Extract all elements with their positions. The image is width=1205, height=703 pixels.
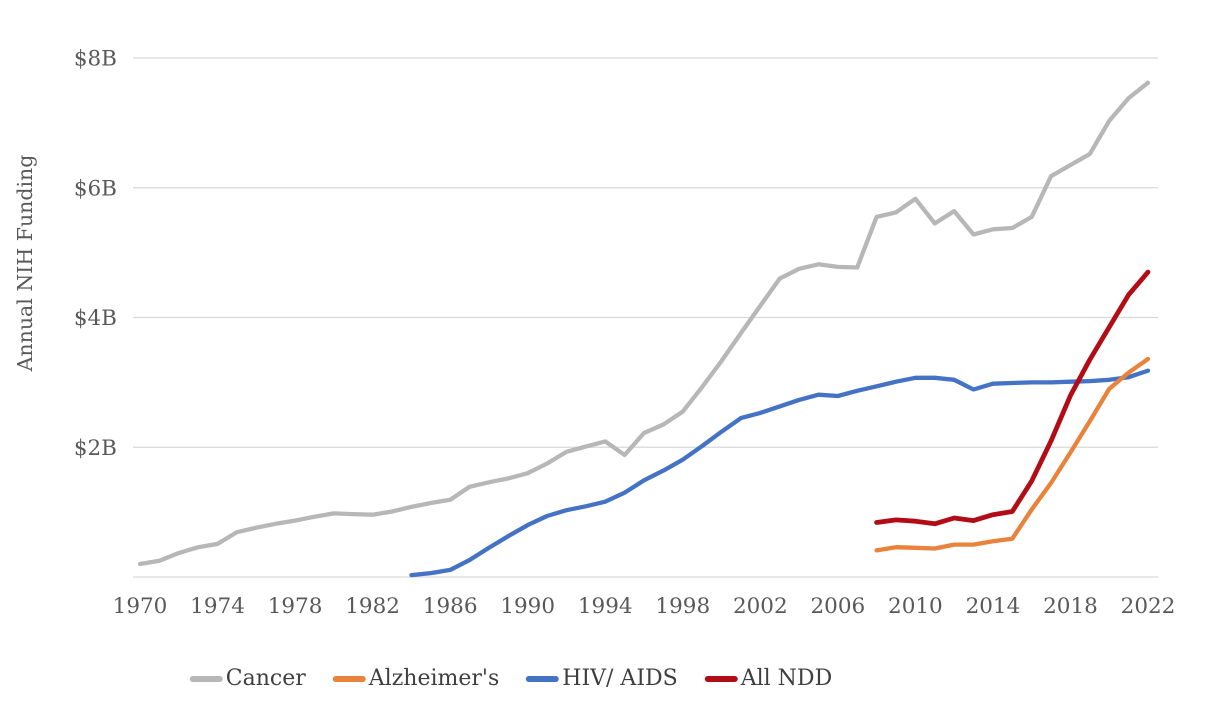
legend-item-all-ndd: All NDD	[704, 666, 833, 692]
x-tick-label: 1970	[113, 594, 168, 619]
series-line-cancer	[137, 80, 1151, 567]
y-tick-label: $6B	[74, 176, 117, 201]
legend-marker-all-ndd	[704, 676, 738, 683]
y-axis-title: Annual NIH Funding	[13, 155, 37, 373]
legend-label-cancer: Cancer	[225, 666, 306, 691]
legend-label-hiv-aids: HIV/ AIDS	[562, 666, 678, 691]
x-tick-label: 1998	[655, 594, 710, 619]
series-line-alzheimer-s	[874, 356, 1151, 553]
x-tick-label: 1982	[345, 594, 400, 619]
legend-marker-hiv-aids	[526, 676, 560, 683]
legend-label-alzheimer-s: Alzheimer's	[368, 666, 500, 691]
legend-label-all-ndd: All NDD	[740, 666, 833, 691]
chart-legend: Cancer Alzheimer's HIV/ AIDS All NDD	[189, 666, 833, 692]
y-tick-label: $2B	[74, 436, 117, 461]
legend-item-alzheimer-s: Alzheimer's	[332, 666, 500, 692]
x-tick-label: 1994	[578, 594, 633, 619]
x-tick-label: 1990	[500, 594, 555, 619]
legend-marker-alzheimer-s	[332, 676, 366, 683]
x-tick-label: 2002	[733, 594, 788, 619]
x-tick-label: 2018	[1043, 594, 1098, 619]
x-tick-label: 2022	[1121, 594, 1176, 619]
x-tick-label: 2010	[888, 594, 943, 619]
legend-item-cancer: Cancer	[189, 666, 306, 692]
series-line-all-ndd	[874, 269, 1151, 527]
x-tick-label: 1974	[190, 594, 245, 619]
x-tick-label: 1978	[268, 594, 323, 619]
x-tick-label: 2014	[966, 594, 1021, 619]
legend-marker-cancer	[189, 676, 223, 683]
y-tick-label: $8B	[74, 47, 117, 72]
x-tick-label: 1986	[423, 594, 478, 619]
legend-item-hiv-aids: HIV/ AIDS	[526, 666, 678, 692]
y-tick-label: $4B	[74, 306, 117, 331]
series-line-hiv-aids	[409, 368, 1151, 578]
x-tick-label: 2006	[810, 594, 865, 619]
